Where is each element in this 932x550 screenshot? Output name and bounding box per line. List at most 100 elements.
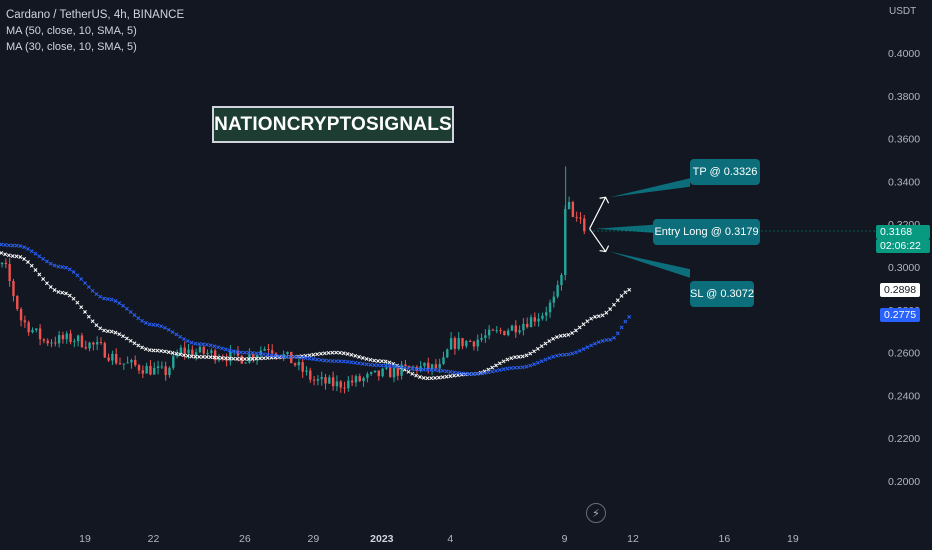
- ma-30-mark: [170, 330, 175, 334]
- x-tick-label: 2023: [370, 533, 394, 545]
- candle-body: [556, 285, 559, 297]
- ma-50-mark: [75, 300, 80, 305]
- ma-50-mark: [612, 302, 616, 307]
- candle-body: [499, 330, 502, 332]
- ma-50-mark: [528, 351, 533, 356]
- ma-30-mark: [52, 263, 57, 268]
- ma-30-mark: [155, 323, 160, 328]
- ma-30-mark: [425, 367, 430, 372]
- ma-50-mark: [181, 353, 186, 358]
- ma-30-mark: [86, 285, 91, 289]
- candle-body: [560, 274, 563, 286]
- ma-30-mark: [528, 363, 533, 368]
- ma-50-mark: [341, 351, 346, 356]
- ma-30-mark: [326, 358, 331, 363]
- ma-50-mark: [41, 277, 46, 281]
- candle-body: [88, 342, 91, 349]
- sl-callout-pointer: [609, 251, 690, 278]
- candle-body: [457, 338, 460, 349]
- ma-30-mark: [235, 350, 240, 354]
- ma-30-mark: [623, 319, 628, 324]
- ma-30-mark: [448, 369, 453, 374]
- ma-30-mark: [364, 362, 369, 367]
- ma-50-mark: [117, 332, 122, 337]
- candle-body: [373, 370, 377, 373]
- ma-30-mark: [516, 365, 521, 370]
- ma-50-mark: [433, 376, 438, 380]
- ma-50-mark: [581, 322, 586, 327]
- ma-50-mark: [37, 272, 42, 277]
- candle-body: [210, 350, 213, 354]
- candle-body: [324, 377, 327, 384]
- ma-50-mark: [577, 325, 582, 330]
- ma-30-mark: [311, 357, 316, 361]
- ma-50-mark: [570, 331, 575, 336]
- sl-callout: SL @ 0.3072: [690, 281, 754, 307]
- ma-30-mark: [410, 366, 415, 371]
- ma-50-mark: [132, 341, 137, 346]
- ma-50-mark: [33, 268, 38, 272]
- ma-50-mark: [185, 353, 190, 358]
- candle-body: [449, 338, 453, 350]
- ma-30-mark: [37, 254, 42, 259]
- candle-body: [522, 323, 525, 331]
- ma-30-mark: [185, 339, 190, 343]
- brand-watermark: NATIONCRYPTOSIGNALS: [212, 106, 454, 143]
- ma-50-mark: [326, 350, 331, 355]
- ma-30-mark: [338, 359, 342, 364]
- candle-body: [389, 367, 392, 378]
- ma-50-mark: [212, 355, 217, 360]
- ma-30-mark: [242, 350, 247, 355]
- y-tick-label: 0.2400: [888, 390, 920, 402]
- ma-30-mark: [204, 342, 209, 347]
- ma-30-mark: [181, 337, 186, 342]
- ma-50-mark: [497, 361, 502, 366]
- ma-30-mark: [372, 363, 377, 368]
- candle-body: [297, 362, 301, 366]
- candle-body: [385, 367, 388, 369]
- ma-50-mark: [71, 296, 76, 301]
- ma-30-mark: [6, 243, 11, 248]
- ma-50-mark: [592, 314, 597, 319]
- ma-50-mark: [532, 349, 537, 354]
- candle-body: [164, 366, 167, 376]
- ma-30-mark: [102, 296, 106, 301]
- candle-body: [111, 353, 114, 361]
- ma-30-mark: [322, 358, 327, 363]
- x-tick-label: 22: [148, 533, 160, 545]
- ma-50-mark: [608, 307, 613, 312]
- ma-30-mark: [581, 347, 586, 352]
- candle-body: [69, 333, 72, 343]
- candle-body: [252, 354, 255, 359]
- x-tick-label: 19: [787, 533, 799, 545]
- ma-30-mark: [132, 313, 137, 318]
- ma-30-mark: [547, 356, 552, 361]
- ma-50-mark: [379, 359, 384, 364]
- ma-50-mark: [60, 290, 65, 295]
- ma-30-mark: [440, 368, 445, 373]
- ma-50-mark: [86, 314, 91, 319]
- ma-50-mark: [596, 314, 601, 319]
- candle-body: [579, 217, 582, 219]
- candle-body: [362, 377, 365, 382]
- ma-30-mark: [296, 355, 301, 360]
- ma-30-mark: [117, 301, 122, 306]
- ma-30-mark: [459, 371, 464, 376]
- ma-50-mark: [387, 360, 392, 365]
- ma-30-mark: [159, 324, 164, 329]
- candle-body: [179, 347, 183, 355]
- ma-50-mark: [406, 369, 411, 374]
- candle-body: [400, 364, 403, 376]
- candle-body: [122, 363, 126, 365]
- candle-body: [76, 335, 80, 342]
- ma-30-mark: [589, 343, 594, 348]
- ma-30-mark: [349, 360, 354, 365]
- candle-body: [518, 330, 521, 333]
- ma-50-mark: [220, 355, 224, 360]
- y-tick-label: 0.3800: [888, 91, 920, 103]
- candle-body: [309, 370, 312, 380]
- lightning-icon[interactable]: ⚡: [586, 503, 606, 523]
- ma-30-mark: [315, 357, 320, 362]
- ma-30-mark: [22, 245, 27, 250]
